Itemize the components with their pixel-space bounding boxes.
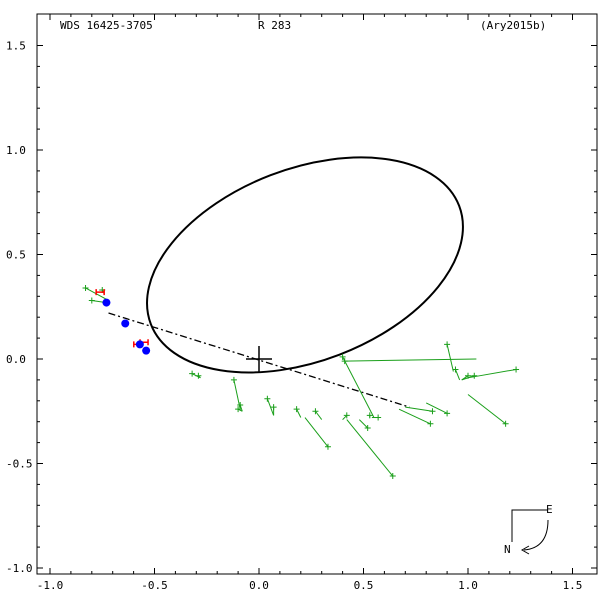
observation-point (364, 424, 371, 431)
y-axis: 1.5 1.0 0.5 0.0 -0.5 -1.0 (6, 40, 597, 575)
observation-point (237, 401, 244, 408)
observation-point (312, 408, 319, 415)
observation-point (293, 406, 300, 413)
observation-point (270, 404, 277, 411)
observation-point (513, 366, 520, 373)
x-tick-label: 0.5 (354, 579, 374, 592)
orientation-arrow (523, 519, 549, 551)
observation-point (339, 353, 346, 360)
x-axis: -1.0 -0.5 0.0 0.5 1.0 1.5 (37, 14, 583, 592)
orientation-indicator: E N (504, 503, 553, 556)
observations-layer (82, 284, 520, 480)
residual-line (446, 344, 454, 372)
residual-line (467, 368, 517, 379)
observation-point (343, 412, 350, 419)
residual-line (304, 417, 329, 448)
y-tick-label: 1.5 (6, 40, 26, 53)
observation-point (341, 358, 348, 365)
residual-line (233, 379, 241, 410)
north-label: N (504, 543, 511, 556)
residual-line (405, 406, 433, 412)
residual-line (296, 408, 302, 418)
east-label: E (546, 503, 553, 516)
observation-point (452, 366, 459, 373)
y-tick-label: 0.0 (6, 353, 26, 366)
y-tick-label: -1.0 (6, 562, 33, 575)
observation-point (471, 372, 478, 379)
x-tick-label: -0.5 (141, 579, 168, 592)
orientation-bracket (511, 509, 548, 542)
x-tick-label: -1.0 (37, 579, 64, 592)
observation-point (88, 297, 95, 304)
x-tick-label: 1.0 (458, 579, 478, 592)
residual-line (266, 398, 275, 416)
y-tick-label: 1.0 (6, 144, 26, 157)
blue-observation (102, 298, 111, 307)
red-observation (95, 289, 105, 296)
header-right: (Ary2015b) (480, 19, 546, 32)
observation-point (235, 406, 242, 413)
observation-point (502, 420, 509, 427)
residual-line (85, 287, 109, 301)
residual-line (454, 369, 461, 381)
observation-point (195, 372, 202, 379)
observation-point (82, 284, 89, 291)
header-left: WDS 16425-3705 (60, 19, 153, 32)
orbit-layer (108, 156, 464, 408)
y-tick-label: -0.5 (6, 458, 33, 471)
x-tick-label: 1.5 (563, 579, 583, 592)
residual-line (342, 356, 375, 418)
blue-observation (121, 319, 130, 328)
observation-point (366, 412, 373, 419)
observation-point (189, 370, 196, 377)
residual-line (315, 410, 323, 420)
residual-line (358, 419, 369, 429)
residual-line (398, 408, 431, 425)
observation-point (444, 341, 451, 348)
observation-point (324, 443, 331, 450)
observation-point (389, 473, 396, 480)
residual-line (425, 402, 448, 414)
observation-point (230, 376, 237, 383)
orbit-ellipse (146, 156, 464, 374)
orientation-arrowhead (520, 545, 530, 555)
blue-observation (142, 346, 151, 355)
x-tick-label: 0.0 (249, 579, 269, 592)
blue-observation (135, 340, 144, 349)
header-center: R 283 (258, 19, 291, 32)
residual-line (467, 394, 506, 425)
observation-point (444, 410, 451, 417)
observation-point (427, 420, 434, 427)
residual-line (344, 358, 477, 362)
observation-point (264, 395, 271, 402)
observation-point (429, 408, 436, 415)
observation-point (375, 414, 382, 421)
y-tick-label: 0.5 (6, 249, 26, 262)
residual-line (342, 415, 348, 420)
plot-frame (36, 13, 598, 575)
residual-line (346, 419, 394, 477)
